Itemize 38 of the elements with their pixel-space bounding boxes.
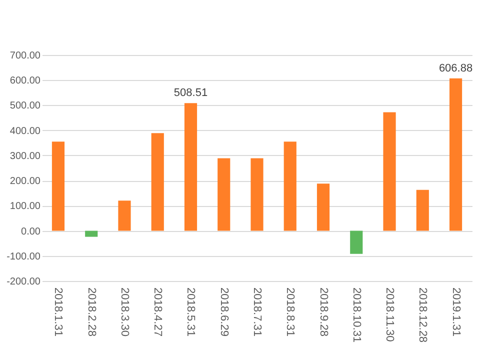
x-tick-label: 2018.1.31 [52, 288, 64, 336]
y-tick-label: 200.00 [10, 176, 41, 188]
y-tick-label: 500.00 [10, 100, 41, 112]
bar [416, 190, 429, 231]
bar [449, 78, 462, 231]
x-tick-label: 2018.8.31 [284, 288, 296, 336]
y-tick-label: 400.00 [10, 126, 41, 137]
x-tick-label: 2018.4.27 [152, 288, 164, 336]
x-tick-label: 2018.11.30 [384, 288, 396, 342]
x-tick-label: 2018.3.30 [118, 288, 130, 336]
x-tick-label: 2018.2.28 [85, 288, 98, 336]
data-label: 606.88 [438, 62, 473, 74]
bar [85, 230, 98, 237]
bar [316, 184, 330, 231]
x-tick-label: 2018.12.28 [416, 288, 429, 343]
x-tick-label: 2019.1.31 [450, 288, 462, 336]
y-tick-label: -200.00 [6, 276, 41, 288]
bar [383, 112, 396, 231]
y-tick-label: -100.00 [6, 251, 41, 262]
y-tick-label: 700.00 [10, 50, 41, 62]
bar [52, 142, 65, 231]
y-tick-label: 100.00 [10, 201, 41, 212]
bar [350, 230, 363, 254]
bar [184, 103, 198, 231]
x-tick-label: 2018.9.28 [317, 288, 330, 336]
bar [118, 200, 131, 231]
bar [250, 158, 264, 231]
bar [151, 133, 164, 231]
y-tick-label: 0.00 [21, 226, 41, 238]
y-tick-label: 600.00 [10, 76, 41, 87]
x-tick-label: 2018.7.31 [251, 288, 263, 336]
y-tick-label: 300.00 [10, 150, 41, 162]
bar [218, 158, 230, 231]
x-tick-label: 2018.6.29 [218, 288, 230, 336]
x-tick-label: 2018.10.31 [350, 288, 362, 343]
bar [284, 142, 296, 231]
x-tick-label: 2018.5.31 [184, 288, 197, 336]
data-label: 508.51 [174, 87, 208, 100]
